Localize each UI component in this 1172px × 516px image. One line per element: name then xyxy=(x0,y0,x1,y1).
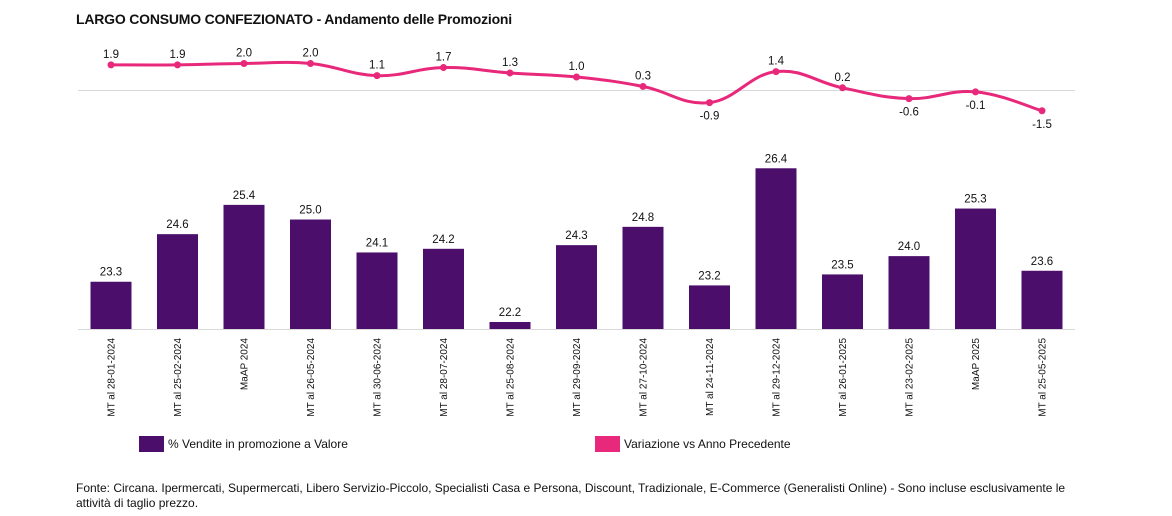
bar xyxy=(689,285,730,329)
line-value-label: 2.0 xyxy=(236,48,252,60)
category-label: MT al 26-01-2025 xyxy=(838,338,849,417)
bar-value-label: 26.4 xyxy=(765,153,788,165)
line-value-label: 1.9 xyxy=(170,49,186,61)
bar xyxy=(955,208,996,329)
bar-value-label: 25.3 xyxy=(964,194,986,206)
line-point xyxy=(307,60,314,67)
bar-value-label: 24.0 xyxy=(898,241,920,253)
bar xyxy=(90,281,132,329)
line-value-label: 0.2 xyxy=(835,72,851,84)
category-label: MT al 24-11-2024 xyxy=(705,338,716,416)
line-point xyxy=(107,61,115,69)
line-point xyxy=(1038,107,1046,115)
category-label: MT al 28-01-2024 xyxy=(107,338,118,417)
line-point xyxy=(706,99,713,107)
line-value-label: 1.7 xyxy=(436,52,452,64)
line-value-label: -0.9 xyxy=(700,111,720,123)
legend-item-line: Variazione vs Anno Precedente xyxy=(595,436,791,452)
bar xyxy=(356,252,398,329)
line-point xyxy=(240,60,248,67)
bar xyxy=(290,219,331,329)
category-label: MT al 25-02-2024 xyxy=(173,338,184,417)
line-point xyxy=(573,73,580,81)
line-point xyxy=(373,72,381,80)
category-label: MT al 29-09-2024 xyxy=(572,338,583,417)
category-label: MT al 30-06-2024 xyxy=(373,338,384,417)
line-value-label: -0.6 xyxy=(899,107,919,119)
legend-swatch-line xyxy=(595,436,620,452)
category-label: MT al 28-07-2024 xyxy=(439,338,450,417)
line-point xyxy=(839,84,846,92)
line-point xyxy=(772,68,780,76)
bar-value-label: 24.3 xyxy=(565,230,587,242)
category-label: MT al 26-05-2024 xyxy=(306,338,317,417)
bar-value-label: 24.6 xyxy=(166,219,188,231)
category-label: MaAP 2025 xyxy=(971,338,982,391)
legend-swatch-bars xyxy=(139,436,164,452)
legend-label-line: Variazione vs Anno Precedente xyxy=(624,437,791,451)
line-point xyxy=(905,95,913,103)
bar xyxy=(489,322,531,329)
category-label: MaAP 2024 xyxy=(240,338,251,391)
line-point xyxy=(174,61,181,69)
bar-value-label: 24.2 xyxy=(432,234,454,246)
category-label: MT al 23-02-2025 xyxy=(905,338,916,417)
bar-value-label: 23.6 xyxy=(1031,256,1053,268)
legend-label-bars: % Vendite in promozione a Valore xyxy=(168,437,348,451)
bar-value-label: 23.3 xyxy=(100,267,122,279)
bar-value-label: 24.1 xyxy=(366,237,388,249)
bar-value-label: 24.8 xyxy=(632,212,654,224)
category-label: MT al 29-12-2024 xyxy=(772,338,783,417)
line-point xyxy=(506,69,514,77)
line-value-label: -1.5 xyxy=(1032,119,1052,131)
source-footnote: Fonte: Circana. Ipermercati, Supermercat… xyxy=(76,481,1066,510)
line-value-label: 1.3 xyxy=(502,57,518,69)
line-value-label: 2.0 xyxy=(303,48,319,60)
line-value-label: 1.1 xyxy=(369,60,385,72)
bar xyxy=(1021,270,1063,329)
bar-value-label: 23.2 xyxy=(698,270,720,282)
bar xyxy=(157,234,198,329)
bar-value-label: 25.4 xyxy=(233,190,256,202)
line-point xyxy=(972,88,979,96)
line-value-label: 1.9 xyxy=(103,49,119,61)
category-label: MT al 27-10-2024 xyxy=(639,338,650,417)
line-value-label: 0.3 xyxy=(635,70,651,82)
line-value-label: -0.1 xyxy=(966,100,986,112)
bar xyxy=(755,168,797,329)
bar xyxy=(822,274,863,329)
chart-title: LARGO CONSUMO CONFEZIONATO - Andamento d… xyxy=(76,11,512,27)
bar-value-label: 22.2 xyxy=(499,307,521,319)
bar xyxy=(556,245,597,329)
line-point xyxy=(440,64,447,72)
legend-item-bars: % Vendite in promozione a Valore xyxy=(139,436,348,452)
bar xyxy=(423,248,464,329)
bar xyxy=(622,226,664,329)
category-label: MT al 25-08-2024 xyxy=(506,338,517,417)
category-label: MT al 25-05-2025 xyxy=(1038,338,1049,417)
bar-value-label: 25.0 xyxy=(299,205,321,217)
line-value-label: 1.0 xyxy=(569,61,585,73)
bar xyxy=(888,256,930,329)
bar-value-label: 23.5 xyxy=(831,259,853,271)
line-point xyxy=(639,82,647,90)
bar xyxy=(223,204,265,329)
line-value-label: 1.4 xyxy=(768,56,785,68)
